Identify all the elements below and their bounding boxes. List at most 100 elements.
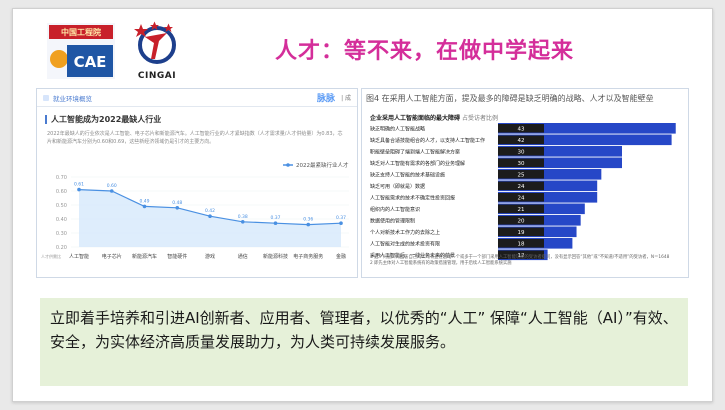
y-tick-label: 0.40 — [56, 217, 67, 223]
bar-value-label: 25 — [518, 173, 525, 179]
data-label: 0.48 — [172, 200, 182, 206]
bar-value-bg — [498, 204, 544, 214]
panel-topbar: 就业环境概览 脉脉 | 成 — [37, 89, 357, 107]
ai-barriers-panel: 图4 在采用人工智能方面，提及最多的障碍是缺乏明确的战略、人才以及智能壁垒 企业… — [361, 88, 689, 278]
bar-category-label: 职能壁垒阻碍了端到端人工智能解决方案 — [370, 149, 460, 156]
bar-category-label: 缺乏支持人工智能的技术基础设施 — [370, 172, 445, 179]
bar-value-bg — [498, 216, 544, 225]
bar-category-label: 缺乏可用（即就是）数据 — [370, 183, 425, 190]
bar-value-bg — [498, 147, 544, 156]
bar — [498, 123, 676, 134]
note-1: 1 这个问题只向回答自己的公司有正在启动一个或多于一个部门采用人工智能功能的受访… — [370, 255, 670, 260]
bar-category-label: 缺乏对人工智能有需求的各部门的业务理解 — [370, 160, 465, 167]
data-point — [273, 221, 278, 225]
x-axis-note: 人才供需比 — [41, 253, 61, 259]
data-label: 0.61 — [74, 182, 84, 188]
data-label: 0.60 — [107, 183, 117, 189]
bar-value-bg — [498, 193, 544, 202]
bar-value-label: 43 — [518, 127, 525, 133]
y-tick-label: 0.70 — [56, 175, 67, 181]
slide-title: 人才：等不来，在做中学起来 — [275, 39, 575, 64]
bar-category-label: 人工智能对生成的技术投资有限 — [370, 241, 440, 248]
x-tick-label: 人工智能 — [69, 253, 89, 260]
bar-value-bg — [498, 239, 544, 248]
tab-label: 就业环境概览 — [53, 94, 92, 103]
x-tick-label: 新能源科技 — [263, 253, 288, 260]
brand-suffix: | 成 — [341, 95, 351, 102]
question-note: 占受访者比例 — [461, 115, 498, 122]
line-chart-container: 2022最紧缺行业人才 0.20 0.30 0.40 0.50 0.60 0.70 0.61 人… — [37, 157, 357, 277]
bar-value-bg — [498, 170, 544, 179]
bar-category-label: 数据使用的管理限制 — [370, 218, 415, 225]
figure-title: 图4 在采用人工智能方面，提及最多的障碍是缺乏明确的战略、人才以及智能壁垒 — [366, 94, 654, 103]
bar-category-label: 采用人工智能后，一线业务未来的前景 — [370, 252, 455, 259]
bar-value-label: 24 — [518, 184, 525, 190]
cae-logo: 中国工程院 CAE — [47, 23, 115, 79]
data-label: 0.36 — [303, 217, 313, 223]
data-label: 0.49 — [139, 198, 149, 204]
x-tick-label: 电子商务服务 — [293, 253, 323, 260]
data-point — [306, 222, 311, 227]
bar-value-label: 20 — [518, 219, 525, 225]
bar-value-bg — [498, 250, 544, 260]
cae-banner: 中国工程院 — [61, 27, 101, 37]
bar — [498, 134, 672, 146]
data-point — [175, 206, 180, 210]
panel-heading: 人工智能成为2022最缺人行业 — [45, 114, 161, 125]
heading-text: 人工智能成为2022最缺人行业 — [51, 115, 162, 124]
bar-value-bg — [498, 124, 544, 133]
data-label: 0.42 — [205, 208, 215, 214]
maimai-brand: 脉脉 — [317, 94, 336, 104]
talent-shortage-panel: 就业环境概览 脉脉 | 成 人工智能成为2022最缺人行业 2022年最缺人的行… — [36, 88, 358, 278]
bar-category-label: 人工智能需求的技术不确定性投资回报 — [370, 195, 455, 202]
figure-notes: 1 这个问题只向回答自己的公司有正在启动一个或多于一个部门采用人工智能功能的受访… — [370, 255, 684, 267]
bar — [498, 157, 622, 169]
cingai-text: CINGAI — [137, 71, 177, 81]
panel-paragraph: 2022年最缺人的行业依次是人工智能、电子芯片和新能源汽车。人工智能行业的人才紧… — [47, 131, 343, 145]
bar — [498, 180, 598, 192]
conclusion-text: 立即着手培养和引进AI创新者、应用者、管理者，以优秀的“人工” 保障“人工智能（… — [50, 309, 678, 351]
series-area — [79, 189, 341, 247]
data-point — [240, 220, 245, 224]
talent-line-chart: 2022最紧缺行业人才 0.20 0.30 0.40 0.50 0.60 0.70 0.61 人… — [41, 161, 349, 260]
tab-icon — [43, 94, 49, 101]
bar-category-label: 缺乏明确的人工智能战略 — [370, 126, 425, 133]
x-tick-label: 新能源汽车 — [132, 253, 157, 260]
bar-value-label: 21 — [518, 207, 525, 213]
bar-category-label: 组织内的人工智能意识 — [370, 206, 420, 213]
data-point — [339, 221, 343, 225]
note-2: 2 即先主体对人工智能系统有的政策措施管理，用于后续人工智能系统实施 — [370, 261, 512, 266]
barriers-bar-chart: 缺乏明确的人工智能战略 43 缺乏具备合适技能组合的人才，以支持人工智能工作 42 职能… — [370, 123, 676, 261]
bar-value-label: 19 — [518, 230, 525, 236]
survey-question: 企业采用人工智能面临的最大障碍 占受访者比例 — [370, 113, 498, 122]
bar-value-bg — [498, 135, 544, 145]
conclusion-box: 立即着手培养和引进AI创新者、应用者、管理者，以优秀的“人工” 保障“人工智能（… — [40, 298, 688, 386]
bar-value-bg — [498, 181, 544, 191]
bar — [498, 192, 598, 203]
bar-category-label: 缺乏具备合适技能组合的人才，以支持人工智能工作 — [370, 137, 485, 144]
x-tick-label: 通信 — [238, 253, 248, 260]
y-tick-label: 0.30 — [56, 231, 67, 237]
data-label: 0.37 — [270, 215, 280, 221]
x-tick-label: 电子芯片 — [102, 253, 122, 260]
y-tick-label: 0.50 — [56, 203, 67, 209]
bar-value-label: 24 — [518, 196, 525, 202]
data-point — [109, 189, 114, 193]
x-tick-label: 游戏 — [205, 253, 215, 260]
data-point — [142, 204, 147, 209]
cingai-logo: CINGAI — [131, 21, 183, 81]
bar-value-bg — [498, 227, 544, 237]
bar-value-label: 18 — [518, 242, 525, 248]
bar-value-label: 12 — [518, 253, 525, 259]
y-tick-label: 0.20 — [56, 245, 67, 251]
data-point — [208, 214, 212, 218]
bar — [498, 146, 622, 157]
legend-label: 2022最紧缺行业人才 — [296, 161, 349, 169]
question-text: 企业采用人工智能面临的最大障碍 — [370, 115, 461, 122]
bar-value-label: 42 — [518, 138, 525, 144]
heading-bar — [45, 115, 47, 124]
cae-text: CAE — [74, 53, 107, 71]
data-label: 0.38 — [238, 214, 248, 220]
bar-value-label: 30 — [518, 161, 525, 167]
legend-marker — [286, 163, 290, 167]
